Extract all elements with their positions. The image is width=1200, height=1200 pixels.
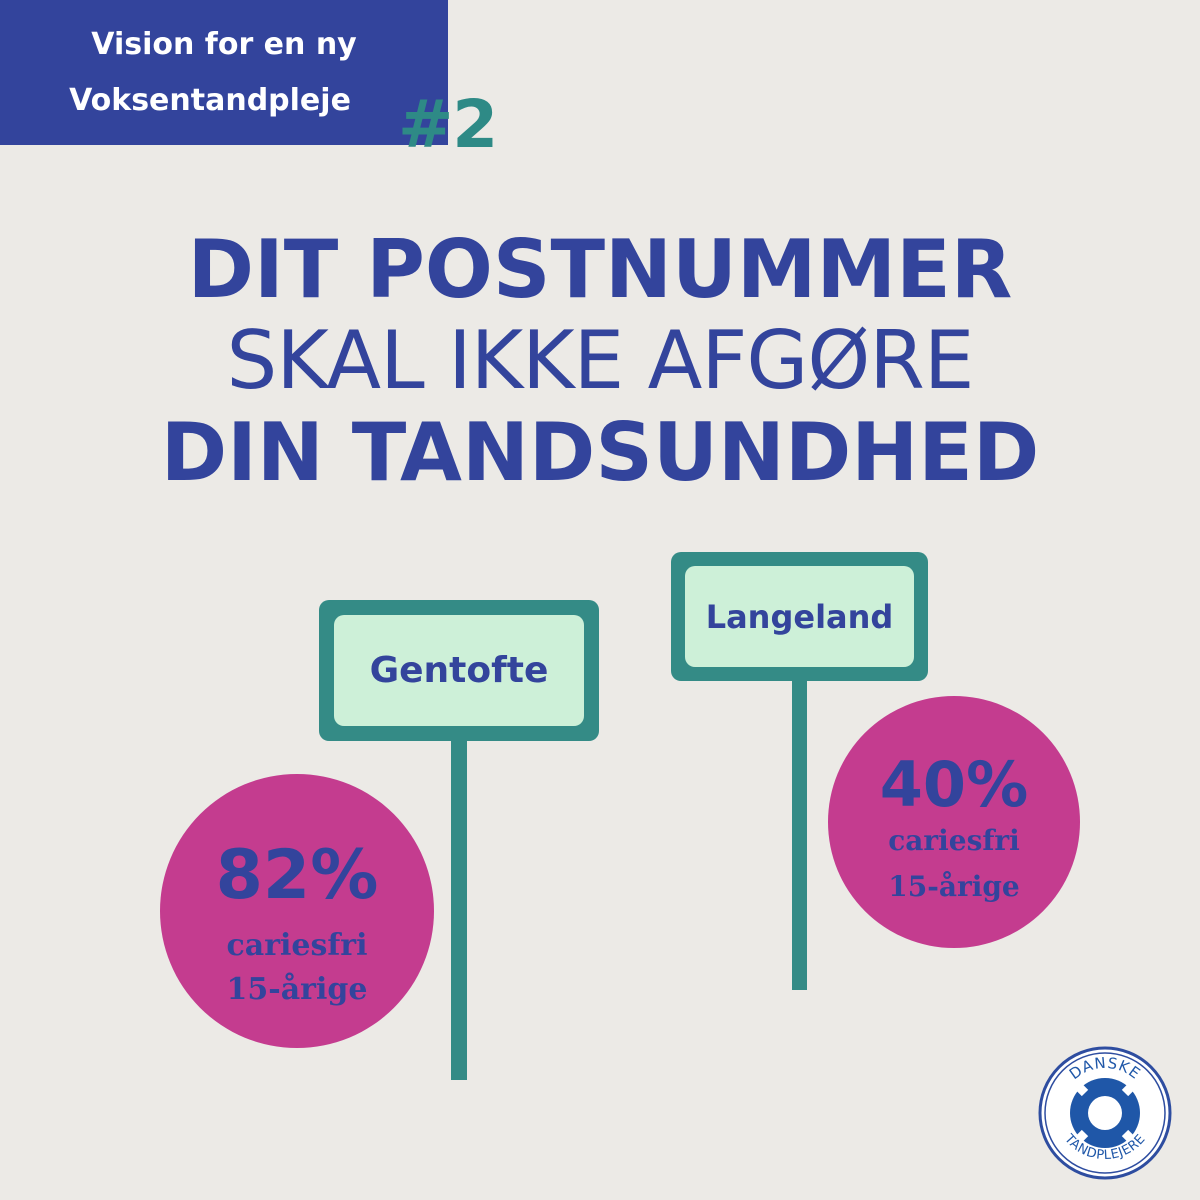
- langeland-sign-post: [792, 676, 807, 990]
- badge-title-line-1: Vision for en ny: [91, 27, 357, 62]
- headline-line-3: DIN TANDSUNDHED: [160, 406, 1040, 499]
- gentofte-sign-post: [451, 735, 467, 1080]
- series-number: #2: [398, 86, 498, 163]
- gentofte-caption-line-2: 15-årige: [226, 972, 368, 1007]
- langeland-stat-circle: 40% cariesfri 15-årige: [828, 696, 1080, 948]
- gentofte-percent: 82%: [215, 836, 379, 915]
- gentofte-stat-circle: 82% cariesfri 15-årige: [160, 774, 434, 1048]
- langeland-caption-line-1: cariesfri: [888, 824, 1020, 857]
- headline-line-2: SKAL IKKE AFGØRE: [226, 314, 975, 407]
- langeland-percent: 40%: [879, 748, 1029, 821]
- danske-tandplejere-logo: DANSKE TANDPLEJERE: [1038, 1046, 1172, 1180]
- badge-title-line-2: Voksentandpleje: [69, 83, 351, 118]
- gentofte-sign-label: Gentofte: [334, 615, 584, 726]
- series-badge: Vision for en ny Voksentandpleje: [0, 0, 448, 145]
- headline-line-1: DIT POSTNUMMER: [187, 223, 1013, 316]
- gentofte-caption-line-1: cariesfri: [226, 928, 368, 963]
- lifebuoy-icon: [1070, 1078, 1140, 1148]
- langeland-sign-label: Langeland: [685, 566, 914, 667]
- langeland-caption-line-2: 15-årige: [888, 870, 1020, 903]
